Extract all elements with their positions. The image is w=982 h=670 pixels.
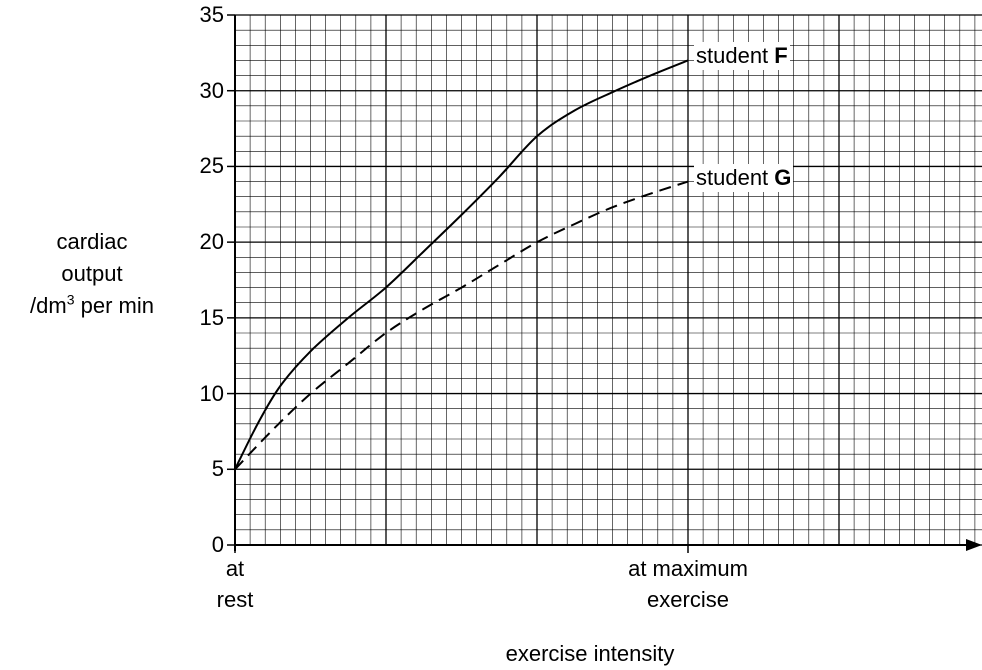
y-axis-label-unit: /dm3 per min	[0, 292, 184, 320]
x-tick-label-line1: at	[225, 556, 245, 581]
series-label-letter: G	[774, 164, 792, 190]
axes	[227, 14, 982, 553]
y-tick-label: 5	[211, 456, 224, 482]
y-axis-label-line1: cardiac	[56, 229, 128, 254]
x-tick-label-line2: rest	[216, 587, 254, 612]
series-label-letter: F	[774, 43, 788, 69]
y-tick-label: 35	[199, 2, 224, 27]
y-tick-label: 0	[211, 532, 224, 557]
series-lines	[234, 59, 689, 470]
grid-major	[234, 14, 982, 546]
series-label-text: student	[696, 43, 775, 69]
y-tick-label: 20	[199, 229, 224, 255]
series-line-student-f	[234, 59, 689, 470]
y-axis-label: cardiac output /dm3 per min	[0, 228, 184, 320]
y-axis-label-line2: output	[61, 261, 123, 286]
series-label-student-g: student G	[694, 163, 794, 192]
x-axis-label: exercise intensity	[505, 641, 675, 666]
x-tick-label: at maximum exercise	[598, 555, 778, 614]
y-tick-label: 30	[199, 77, 224, 103]
grid-minor	[235, 15, 982, 545]
x-tick-label-line1: at maximum	[628, 556, 748, 581]
y-tick-label: 10	[199, 380, 224, 406]
x-axis-arrow	[966, 539, 982, 551]
series-label-text: student	[696, 164, 775, 190]
x-tick-label: at rest	[145, 555, 325, 614]
y-axis-unit-suffix: per min	[74, 293, 154, 318]
series-label-student-f: student F	[694, 42, 790, 71]
y-axis-unit-prefix: /dm	[30, 293, 67, 318]
y-tick-label: 25	[199, 153, 224, 179]
x-tick-label-line2: exercise	[647, 587, 729, 612]
y-axis-unit-sup: 3	[66, 291, 75, 308]
series-line-student-g	[234, 180, 689, 470]
y-tick-label: 15	[199, 304, 224, 330]
